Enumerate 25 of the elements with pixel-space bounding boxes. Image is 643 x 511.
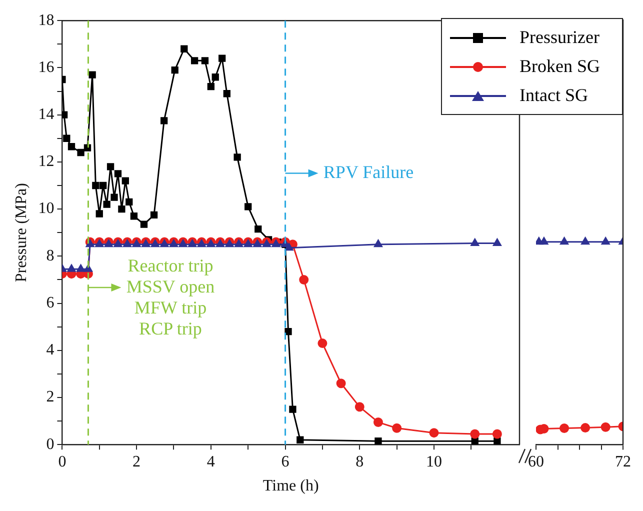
x-tick-label: 6 bbox=[281, 453, 290, 470]
y-tick-label: 14 bbox=[38, 106, 54, 124]
y-tick-label: 6 bbox=[46, 294, 54, 312]
legend-label: Intact SG bbox=[520, 85, 588, 106]
legend-label: Broken SG bbox=[520, 56, 600, 77]
ref-line-label: Reactor trip MSSV open MFW trip RCP trip bbox=[126, 255, 215, 338]
y-tick-label: 2 bbox=[46, 388, 54, 406]
x-axis-title: Time (h) bbox=[262, 478, 319, 495]
y-tick-label: 18 bbox=[38, 12, 54, 29]
x-tick-label: 4 bbox=[206, 453, 215, 470]
y-tick-label: 0 bbox=[46, 436, 54, 453]
x-tick-label: 10 bbox=[426, 453, 442, 470]
y-tick-label: 10 bbox=[38, 200, 54, 218]
y-tick-label: 4 bbox=[46, 342, 54, 359]
x-tick-label: 2 bbox=[132, 453, 141, 470]
ref-line-label: RPV Failure bbox=[323, 162, 414, 182]
y-tick-label: 12 bbox=[38, 153, 54, 170]
y-axis-title: Pressure (MPa) bbox=[12, 183, 30, 282]
y-tick-label: 16 bbox=[38, 58, 54, 76]
y-tick-label: 8 bbox=[46, 247, 54, 264]
x-tick-label: 72 bbox=[615, 454, 631, 471]
legend-label: Pressurizer bbox=[520, 27, 600, 48]
x-tick-label: 60 bbox=[528, 454, 544, 471]
x-tick-label: 8 bbox=[356, 453, 364, 470]
x-tick-label: 0 bbox=[58, 453, 66, 470]
